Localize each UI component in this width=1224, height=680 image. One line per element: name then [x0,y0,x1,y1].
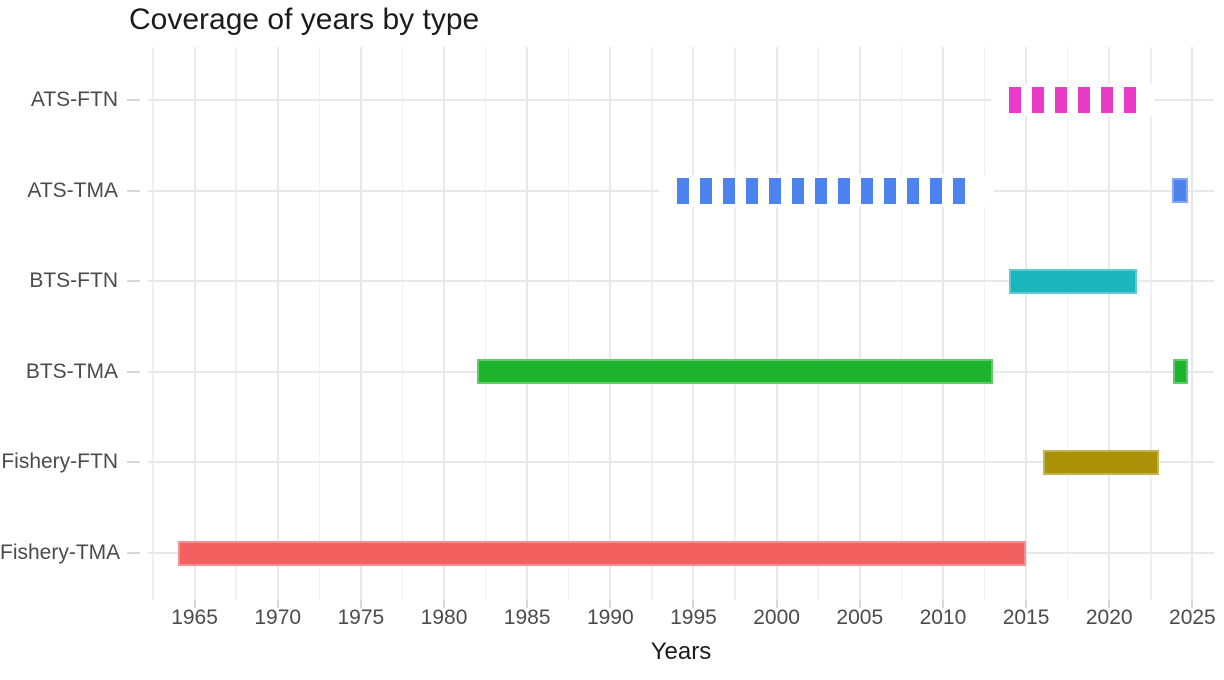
gridline-major [359,47,362,600]
chart-title: Coverage of years by type [129,3,480,36]
x-tick-label: 2000 [753,606,800,629]
x-axis-tick [276,600,279,608]
x-tick-label: 2020 [1085,606,1133,629]
x-axis-tick [609,600,612,608]
x-tick-label: 1975 [337,606,385,629]
gridline-minor [235,47,237,600]
y-axis-tick [127,461,140,464]
x-axis-tick [359,600,362,608]
x-tick-label: 2025 [1169,606,1216,629]
y-axis-label-fishery-ftn: Fishery-FTN [1,450,118,474]
x-axis-tick [1025,600,1028,608]
gridline-minor [318,47,321,600]
x-tick-label: 1990 [586,606,634,629]
gridline-minor [900,47,903,600]
x-tick-label: 2010 [919,606,967,629]
gridline-minor [734,47,736,600]
gridline-minor [817,47,819,600]
bar-bts-tma [1173,359,1189,385]
gridline-row [148,461,1214,464]
gridline-minor [401,47,404,600]
x-tick-label: 2015 [1002,606,1050,629]
x-tick-label: 1995 [670,606,717,629]
x-axis-title: Years [650,638,712,665]
x-axis-tick [941,600,944,608]
x-tick-label: 1965 [171,606,218,629]
x-axis-tick [443,600,446,608]
bar-fishery-tma [177,540,1027,566]
y-axis-tick [127,280,140,283]
bar-ats-tma [1172,178,1189,204]
x-axis-tick [1108,600,1111,608]
y-axis-label-ats-tma: ATS-TMA [27,178,118,202]
dashed-bar-ats-ftn [1009,87,1136,113]
y-axis-tick [127,99,140,101]
gridline-major [1191,47,1194,600]
x-axis-tick [692,600,695,608]
x-tick-label: 1970 [254,606,302,629]
gridline-major [1025,47,1028,600]
gridline-major [858,47,861,600]
y-axis-label-bts-tma: BTS-TMA [25,359,118,383]
gridline-row [148,99,1214,101]
bar-fishery-ftn [1042,449,1160,475]
x-tick-label: 1985 [503,606,551,629]
x-axis-tick [526,600,529,608]
x-axis-tick [775,600,778,608]
gridline-major [276,47,279,600]
x-axis-tick [1191,600,1194,608]
gridline-major [941,47,944,600]
gridline-major [193,47,196,600]
y-axis-label-fishery-tma: Fishery-TMA [0,541,121,564]
bar-bts-tma [477,359,993,385]
x-tick-label: 1980 [420,606,468,629]
bar-bts-ftn [1009,268,1137,294]
y-axis-tick [127,370,140,373]
gridline-row [148,280,1214,283]
gridline-minor [1150,47,1152,600]
gridline-minor [651,47,653,600]
gridline-major [443,47,446,600]
gridline-minor [484,47,487,600]
gridline-major [1108,47,1111,600]
gridline-minor [983,47,986,600]
x-axis-tick [193,600,196,608]
dashed-bar-ats-tma [676,177,977,204]
x-tick-label: 2005 [836,606,884,629]
x-axis-tick [858,600,861,608]
gridline-major [692,47,695,600]
y-axis-tick [127,552,140,554]
y-axis-label-bts-ftn: BTS-FTN [29,269,118,293]
gridline-major [526,47,529,600]
y-axis-label-ats-ftn: ATS-FTN [30,88,118,111]
gridline-major [609,47,612,600]
gridline-minor [152,47,154,600]
gridline-major [775,47,778,600]
gridline-minor [1066,47,1069,600]
gridline-minor [567,47,570,600]
y-axis-tick [127,189,140,192]
